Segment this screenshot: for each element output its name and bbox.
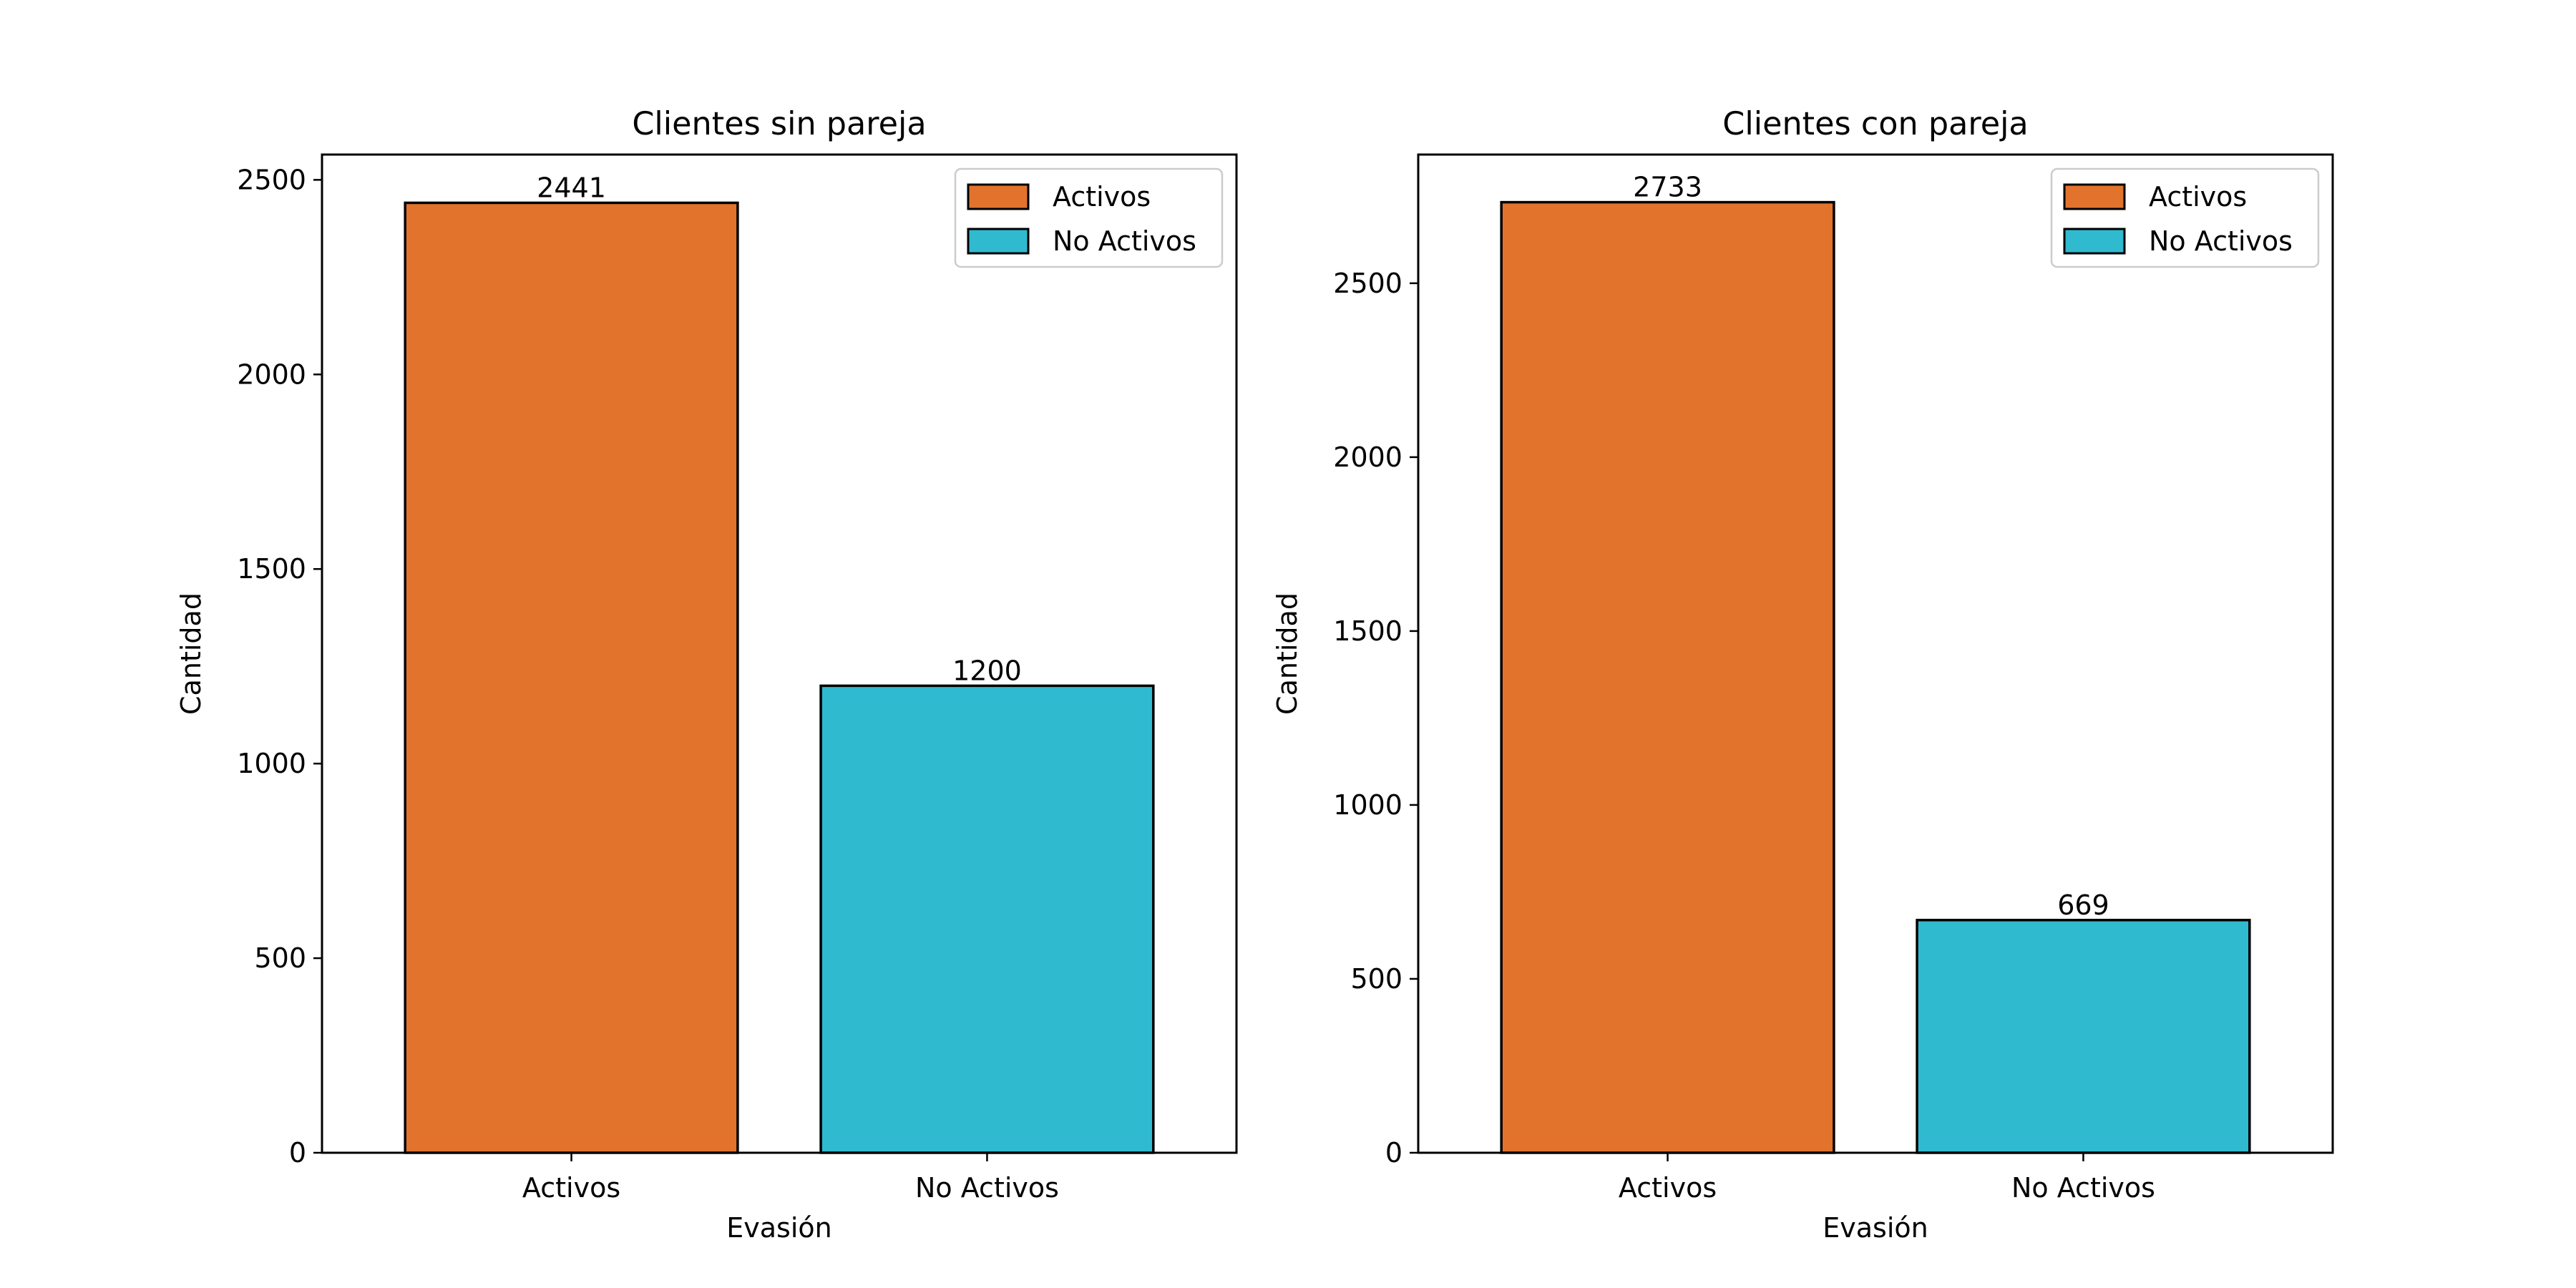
legend-swatch [2063, 228, 2126, 255]
chart-title: Clientes con pareja [1722, 106, 2028, 142]
y-tick-label: 500 [254, 942, 306, 974]
y-tick-label: 2000 [1333, 441, 1402, 473]
x-tick-label: No Activos [2011, 1172, 2155, 1204]
data-label: 2733 [1633, 172, 1702, 203]
x-axis-label: Evasión [726, 1212, 831, 1244]
x-axis-label: Evasión [1823, 1212, 1928, 1244]
legend-label: No Activos [1053, 225, 1196, 257]
data-label: 669 [2057, 889, 2109, 921]
legend-swatch [967, 183, 1030, 210]
y-tick-label: 0 [289, 1137, 306, 1169]
x-tick-label: No Activos [915, 1172, 1059, 1204]
y-axis-label: Cantidad [175, 592, 207, 715]
y-axis-label: Cantidad [1272, 592, 1303, 715]
y-tick-label: 2500 [237, 164, 306, 195]
y-tick-label: 1000 [1333, 789, 1402, 821]
bar-activos [404, 201, 739, 1154]
x-tick-label: Activos [1619, 1172, 1717, 1204]
data-label: 1200 [952, 655, 1022, 686]
axes-frame [321, 153, 1238, 1154]
legend-swatch [2063, 183, 2126, 210]
y-tick-label: 500 [1350, 963, 1402, 995]
data-label: 2441 [537, 172, 606, 203]
legend-label: Activos [2149, 181, 2247, 213]
y-tick-label: 0 [1385, 1137, 1402, 1169]
chart-title: Clientes sin pareja [632, 106, 926, 142]
x-tick-label: Activos [522, 1172, 620, 1204]
y-tick-label: 1500 [1333, 615, 1402, 647]
y-tick-label: 2000 [237, 358, 306, 390]
bar-no-activos [1916, 919, 2251, 1154]
legend-label: Activos [1053, 181, 1151, 213]
bar-activos [1500, 200, 1835, 1154]
y-tick-label: 1500 [237, 553, 306, 585]
legend-swatch [967, 228, 1030, 255]
bar-no-activos [819, 684, 1155, 1154]
y-tick-label: 1000 [237, 748, 306, 779]
legend-label: No Activos [2149, 225, 2293, 257]
axes-frame [1417, 153, 2334, 1154]
y-tick-label: 2500 [1333, 268, 1402, 299]
